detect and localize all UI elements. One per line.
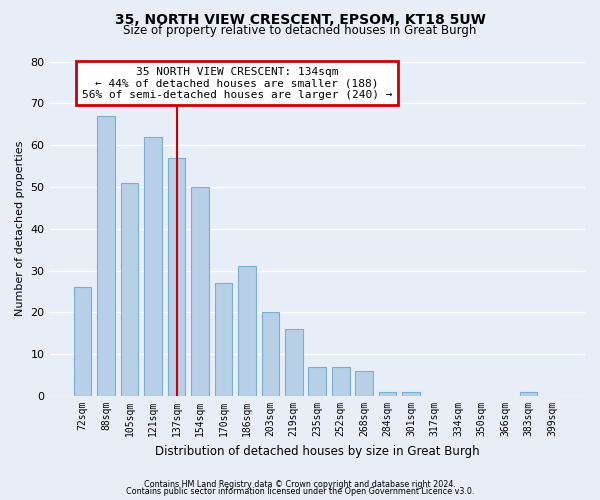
Bar bbox=[121, 183, 139, 396]
Bar bbox=[520, 392, 537, 396]
Text: Contains HM Land Registry data © Crown copyright and database right 2024.: Contains HM Land Registry data © Crown c… bbox=[144, 480, 456, 489]
Bar bbox=[191, 187, 209, 396]
Text: 35, NORTH VIEW CRESCENT, EPSOM, KT18 5UW: 35, NORTH VIEW CRESCENT, EPSOM, KT18 5UW bbox=[115, 12, 485, 26]
Text: Size of property relative to detached houses in Great Burgh: Size of property relative to detached ho… bbox=[124, 24, 476, 37]
Bar bbox=[332, 367, 350, 396]
Bar bbox=[215, 283, 232, 396]
Bar bbox=[379, 392, 397, 396]
Bar bbox=[308, 367, 326, 396]
Bar bbox=[144, 137, 162, 396]
Bar bbox=[285, 329, 302, 396]
Bar bbox=[238, 266, 256, 396]
Text: Contains public sector information licensed under the Open Government Licence v3: Contains public sector information licen… bbox=[126, 487, 474, 496]
Bar bbox=[74, 288, 91, 396]
Bar bbox=[262, 312, 279, 396]
Y-axis label: Number of detached properties: Number of detached properties bbox=[15, 141, 25, 316]
Bar bbox=[403, 392, 420, 396]
Bar bbox=[355, 371, 373, 396]
Text: 35 NORTH VIEW CRESCENT: 134sqm
← 44% of detached houses are smaller (188)
56% of: 35 NORTH VIEW CRESCENT: 134sqm ← 44% of … bbox=[82, 66, 392, 100]
Bar bbox=[168, 158, 185, 396]
Bar bbox=[97, 116, 115, 396]
X-axis label: Distribution of detached houses by size in Great Burgh: Distribution of detached houses by size … bbox=[155, 444, 479, 458]
